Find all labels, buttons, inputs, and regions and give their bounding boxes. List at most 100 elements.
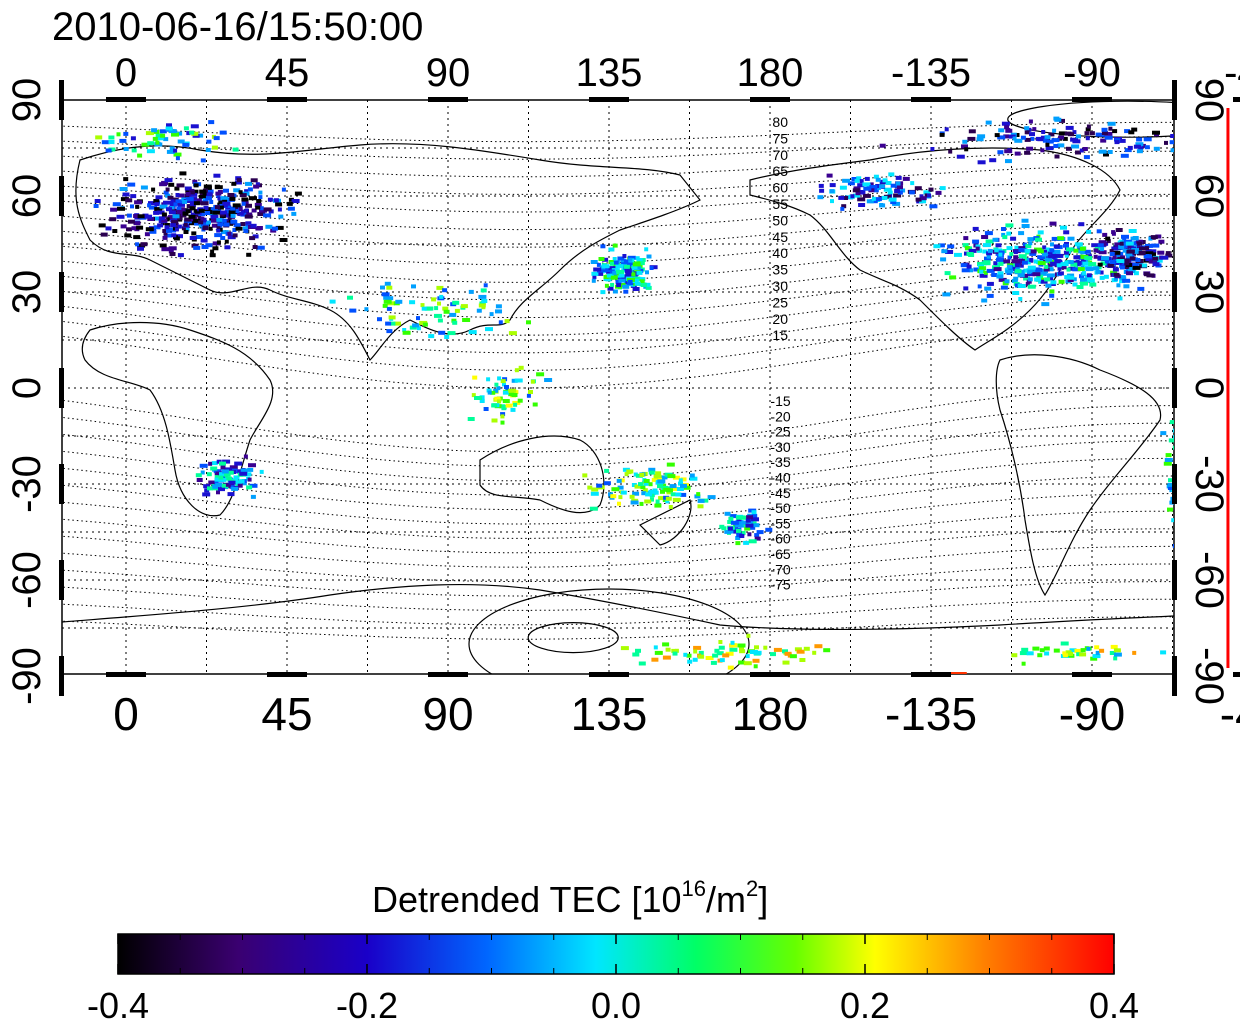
tec-point <box>416 326 421 331</box>
tec-point <box>1127 145 1133 150</box>
contour-line <box>62 528 1174 568</box>
tec-point <box>198 208 205 213</box>
tec-point <box>259 206 264 211</box>
tec-point <box>291 211 297 216</box>
frame-tick-left <box>59 368 64 408</box>
tec-point <box>627 279 633 284</box>
tec-point <box>207 486 213 491</box>
lat-label-left: -90 <box>5 647 49 705</box>
tec-point <box>607 286 614 291</box>
tec-point <box>1065 125 1074 130</box>
tec-point <box>1018 231 1025 236</box>
tec-point <box>385 321 392 326</box>
tec-point <box>286 201 293 206</box>
tec-point <box>997 150 1004 155</box>
tec-point <box>632 262 641 267</box>
tec-point <box>1027 265 1036 270</box>
tec-point <box>852 193 860 198</box>
tec-point <box>654 503 662 508</box>
tec-point <box>154 202 160 207</box>
tec-point <box>496 386 501 391</box>
tec-point <box>1168 438 1174 443</box>
frame-tick-left <box>59 272 64 312</box>
tec-point <box>211 223 219 228</box>
tec-point <box>161 247 170 252</box>
tec-point <box>197 216 203 221</box>
tec-point <box>1190 520 1195 524</box>
tec-point <box>977 248 982 253</box>
tec-point <box>183 230 189 234</box>
tec-point <box>1083 258 1088 263</box>
tec-point <box>175 199 184 204</box>
south-pole-ring <box>468 588 750 674</box>
tec-point <box>1119 241 1124 246</box>
tec-point <box>753 523 760 528</box>
tec-point <box>888 197 897 202</box>
tec-point <box>1024 130 1030 135</box>
tec-point <box>1012 259 1021 264</box>
tec-point <box>817 195 824 200</box>
tec-point <box>1082 271 1087 275</box>
tec-point <box>632 287 640 291</box>
tec-point <box>1135 258 1141 262</box>
tec-point <box>1128 130 1135 135</box>
tec-point <box>648 470 655 475</box>
tec-point <box>591 271 599 276</box>
tec-point <box>627 262 635 267</box>
lon-label-top: 180 <box>737 51 804 95</box>
tec-point <box>481 299 488 303</box>
tec-point <box>1045 142 1050 147</box>
tec-point <box>1113 656 1118 661</box>
tec-point <box>197 133 204 138</box>
contour-line <box>62 251 1174 301</box>
tec-point <box>658 496 667 501</box>
tec-point <box>444 335 450 339</box>
tec-point <box>1051 138 1060 143</box>
tec-point <box>1092 654 1101 659</box>
colorbar-tick-label: 0.4 <box>1089 985 1139 1024</box>
tec-point <box>219 472 224 477</box>
tec-point <box>1106 239 1111 244</box>
tec-point <box>186 204 192 209</box>
tec-point <box>1191 439 1196 443</box>
tec-point <box>623 264 630 269</box>
tec-point <box>386 329 393 334</box>
tec-point <box>153 210 160 215</box>
tec-point <box>241 201 246 206</box>
tec-point <box>982 243 991 248</box>
tec-point <box>1020 135 1026 140</box>
tec-point <box>1037 137 1044 142</box>
tec-point <box>628 257 633 262</box>
contour-label: 50 <box>772 212 788 228</box>
tec-point <box>209 200 214 204</box>
tec-point <box>145 227 154 232</box>
tec-point <box>232 470 237 474</box>
tec-point <box>729 514 737 519</box>
tec-point <box>159 204 168 209</box>
tec-point <box>724 529 732 534</box>
tec-point <box>1041 130 1046 134</box>
tec-point <box>502 382 506 387</box>
tec-point <box>1098 240 1107 245</box>
tec-point <box>165 187 170 192</box>
colorbar-title-mid: /m <box>706 879 746 920</box>
tec-point <box>696 492 701 497</box>
tec-point <box>249 196 257 201</box>
contour-line <box>62 440 1174 496</box>
tec-point <box>526 393 531 398</box>
tec-point <box>436 285 444 290</box>
tec-point <box>1037 261 1046 266</box>
tec-point <box>214 475 219 480</box>
tec-point <box>640 485 646 490</box>
tec-point <box>998 277 1007 282</box>
tec-point <box>147 203 152 208</box>
tec-point <box>982 249 988 254</box>
tec-point <box>1153 146 1160 151</box>
tec-point <box>275 202 283 207</box>
tec-point <box>161 180 169 185</box>
tec-point <box>1029 249 1037 254</box>
tec-point <box>181 226 186 231</box>
tec-point <box>198 212 206 217</box>
tec-point <box>500 420 505 425</box>
tec-point <box>152 136 158 141</box>
